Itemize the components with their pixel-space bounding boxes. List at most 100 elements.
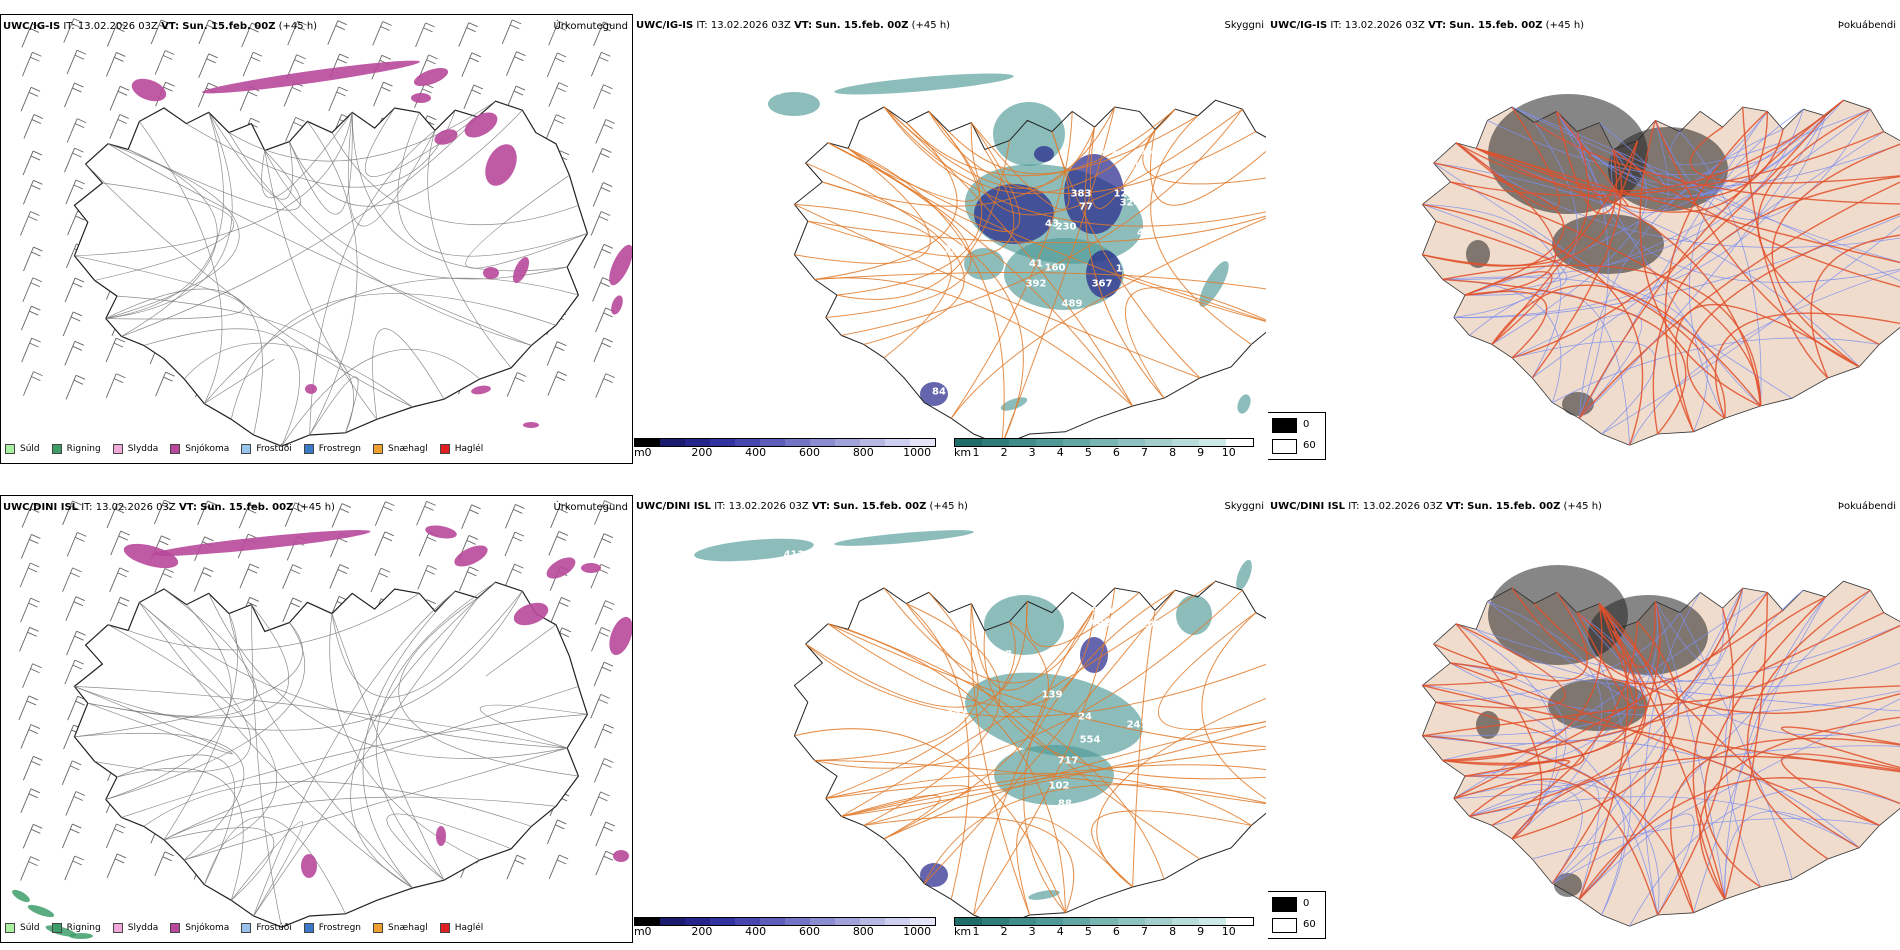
colorbar-cell [910, 439, 935, 446]
colorbar-cell [685, 918, 710, 925]
legend-item: Rigning [51, 923, 101, 933]
colorbar-cell [1144, 439, 1172, 446]
colorbar-cell [660, 918, 685, 925]
legend-item: Frostregn [303, 923, 361, 933]
legend-swatch [373, 444, 384, 454]
colorbar-cells [634, 917, 936, 926]
colorbar-cell [1036, 918, 1064, 925]
iceland-coastline [73, 100, 589, 447]
colorbar-tick-label: 1 [972, 446, 980, 459]
colorbar-tick-label: 6 [1112, 446, 1120, 459]
colorbar-tick-label: 0 [644, 925, 652, 938]
cloud-panel-row1: UWC/IG-IS IT: 13.02.2026 03Z VT: Sun. 15… [634, 14, 1266, 464]
colorbar-cell [860, 918, 885, 925]
precip-map [12, 499, 632, 939]
colorbar-tick-label: 4 [1056, 446, 1064, 459]
colorbar-unit: m [634, 925, 645, 938]
cloud-base-value: 37 [770, 86, 784, 98]
legend-swatch [241, 444, 252, 454]
road-network [74, 100, 588, 447]
legend-swatch [439, 923, 450, 933]
legend-item: Haglél [439, 444, 483, 454]
cloud-map [694, 530, 1266, 927]
colorbar-tick-label: 400 [745, 446, 767, 459]
legend-label: Súld [20, 923, 40, 933]
header-row1-fog: UWC/IG-IS IT: 13.02.2026 03Z VT: Sun. 15… [1270, 20, 1585, 31]
legend-item: Súld [5, 444, 40, 454]
colorbar-cell [735, 439, 760, 446]
colorbar-tick-label: 10 [1221, 446, 1236, 459]
colorbar-cell [1090, 439, 1118, 446]
colorbar-cell [885, 439, 910, 446]
fog-high-label: 0 [1303, 419, 1310, 430]
colorbar-cell [635, 439, 660, 446]
colorbar-cell [1009, 918, 1037, 925]
legend-label: Snæhagl [388, 923, 428, 933]
cloud-base-value: 77 [1079, 201, 1093, 213]
precip-map [20, 18, 632, 447]
colorbar-cell [1171, 918, 1199, 925]
legend-item: Frostregn [303, 444, 361, 454]
legend-label: Snæhagl [388, 444, 428, 454]
colorbar-unit: km [954, 925, 972, 938]
fog-legend: 0 60 [1268, 891, 1326, 939]
cloud-base-value: 230 [1055, 221, 1077, 233]
colorbar-tick-label: 2 [1000, 446, 1008, 459]
colorbar-tick-label: 7 [1140, 925, 1148, 938]
fog-panel-row1: UWC/IG-IS IT: 13.02.2026 03Z VT: Sun. 15… [1268, 14, 1900, 464]
fog-high-swatch [1272, 897, 1297, 912]
colorbar-cell [710, 439, 735, 446]
cloud-base-value: 24 [1078, 711, 1092, 723]
legend-item: Haglél [439, 923, 484, 933]
legend-item: Slydda [112, 923, 158, 933]
colorbar-cell [710, 918, 735, 925]
header-row2-precip: UWC/DINI ISL IT: 13.02.2026 03Z VT: Sun.… [3, 502, 335, 513]
cloud-base-value: 489 [1061, 298, 1083, 310]
colorbar-unit: m [634, 446, 645, 459]
colorbar-tick-label: 3 [1028, 925, 1036, 938]
cloud-base-value: 124 [1113, 188, 1135, 200]
colorbar-cell [685, 439, 710, 446]
fog-low-label: 60 [1303, 440, 1316, 451]
cloud-base-value: 139 [1041, 689, 1063, 701]
snowfall-areas [131, 60, 632, 428]
colorbar-tick-label: 8 [1169, 446, 1177, 459]
fog-low-label: 60 [1303, 919, 1316, 930]
cloud-map [768, 73, 1266, 446]
colorbar-cells [954, 917, 1254, 926]
legend-label: Snjókoma [185, 444, 230, 454]
legend-swatch [5, 444, 15, 454]
panel-title-precip: Úrkomutegund [553, 21, 628, 32]
colorbar-tick-label: 200 [691, 446, 713, 459]
panel-title-precip: Úrkomutegund [553, 502, 628, 513]
cloud-base-value: 160 [1044, 262, 1066, 274]
iceland-coastline [793, 99, 1266, 446]
legend-swatch [373, 923, 384, 933]
cloud-base-value: 324 [1119, 197, 1141, 209]
colorbar-cell [1117, 439, 1145, 446]
legend-item: Frostúði [241, 444, 292, 454]
precip-panel-row1: UWC/IG-IS IT: 13.02.2026 03Z VT: Sun. 15… [0, 14, 633, 464]
legend-swatch [170, 444, 181, 454]
colorbar-cell [1198, 439, 1226, 446]
cloud-base-value: 41 [1029, 258, 1043, 270]
colorbar-tick-label: 200 [691, 925, 713, 938]
colorbar-cell [760, 439, 785, 446]
fog-map [1421, 94, 1900, 446]
colorbar-cell [885, 918, 910, 925]
cloud-base-areas [920, 146, 1124, 406]
legend-label: Haglél [454, 923, 484, 933]
cloud-base-value: 667 [1138, 146, 1160, 158]
colorbar-tick-label: 800 [852, 925, 874, 938]
legend-item: Slydda [112, 444, 158, 454]
panel-title-fog: Þokuábendi [1837, 501, 1896, 512]
header-row2-fog: UWC/DINI ISL IT: 13.02.2026 03Z VT: Sun.… [1270, 501, 1602, 512]
colorbar-cell [910, 918, 935, 925]
cloud-base-value: 102 [1048, 780, 1070, 792]
colorbar-cell [1225, 918, 1254, 925]
fog-map [1421, 565, 1900, 927]
colorbar-cell [982, 918, 1010, 925]
legend-label: Rigning [66, 444, 101, 454]
cloud-base-value: 293 [944, 244, 966, 256]
cloud-base-value: 331 [946, 709, 968, 721]
